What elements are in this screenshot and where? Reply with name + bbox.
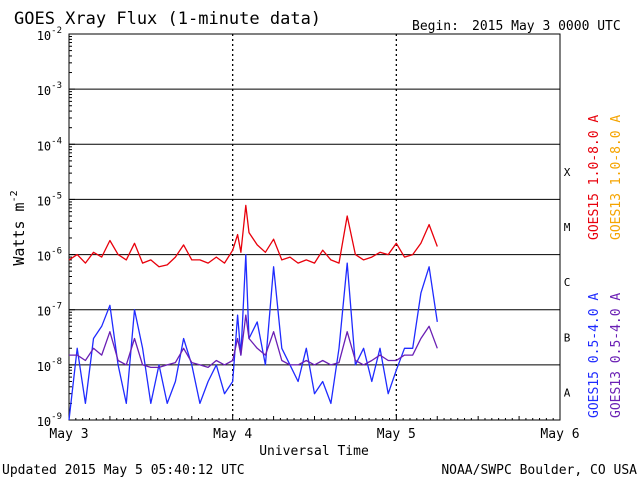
legend-label: GOES13 0.5-4.0 A (609, 293, 624, 418)
flare-class-labels: X M C B A (564, 166, 571, 400)
y-axis-label-base: Watts m (10, 202, 28, 265)
x-tick-label: May 6 (540, 427, 579, 442)
y-tick-label: 10-9 (37, 412, 62, 429)
x-axis-ticks: May 3 May 4 May 5 May 6 (49, 414, 580, 442)
legend-entry: GOES15 0.5-4.0 A (587, 293, 602, 418)
legend-entry: GOES15 1.0-8.0 A (587, 115, 602, 240)
flare-class-label: C (564, 276, 571, 289)
series-line (69, 314, 438, 369)
y-tick-label: 10-4 (37, 136, 62, 153)
y-axis-label-exponent: -2 (9, 190, 20, 202)
legend: GOES15 1.0-8.0 A GOES13 1.0-8.0 A GOES15 0… (587, 115, 624, 418)
legend-entry: GOES13 1.0-8.0 A (609, 115, 624, 240)
gridlines (69, 34, 560, 420)
x-axis-label: Universal Time (259, 444, 369, 459)
legend-label: GOES15 1.0-8.0 A (587, 115, 602, 240)
credit-text: NOAA/SWPC Boulder, CO USA (441, 463, 637, 478)
flare-class-label: X (564, 166, 571, 179)
y-tick-label: 10-8 (37, 357, 62, 374)
x-tick-label: May 5 (377, 427, 416, 442)
flare-class-label: B (564, 331, 571, 344)
plot-area (68, 33, 561, 421)
flare-class-label: M (564, 221, 571, 234)
x-tick-label: May 3 (49, 427, 88, 442)
begin-value: 2015 May 3 0000 UTC (472, 19, 621, 34)
y-axis-label: Watts m-2 (9, 190, 28, 265)
legend-entry: GOES13 0.5-4.0 A (609, 293, 624, 418)
flare-class-label: A (564, 386, 571, 399)
svg-text:Watts m-2: Watts m-2 (9, 190, 28, 265)
y-tick-label: 10-6 (37, 247, 62, 264)
chart-title: GOES Xray Flux (1-minute data) (14, 9, 321, 29)
y-tick-label: 10-3 (37, 81, 62, 98)
y-axis-ticks: 10-2 10-3 10-4 10-5 10-6 10-7 10-8 10-9 (37, 26, 75, 429)
data-series (68, 204, 438, 421)
updated-timestamp: Updated 2015 May 5 05:40:12 UTC (2, 463, 245, 478)
series-line (68, 253, 438, 421)
legend-label: GOES15 0.5-4.0 A (587, 293, 602, 418)
y-tick-label: 10-5 (37, 191, 62, 208)
y-tick-label: 10-7 (37, 302, 62, 319)
legend-label: GOES13 1.0-8.0 A (609, 115, 624, 240)
x-tick-label: May 4 (213, 427, 252, 442)
begin-label: Begin: (412, 19, 459, 34)
series-line (68, 204, 438, 268)
y-tick-label: 10-2 (37, 26, 62, 43)
